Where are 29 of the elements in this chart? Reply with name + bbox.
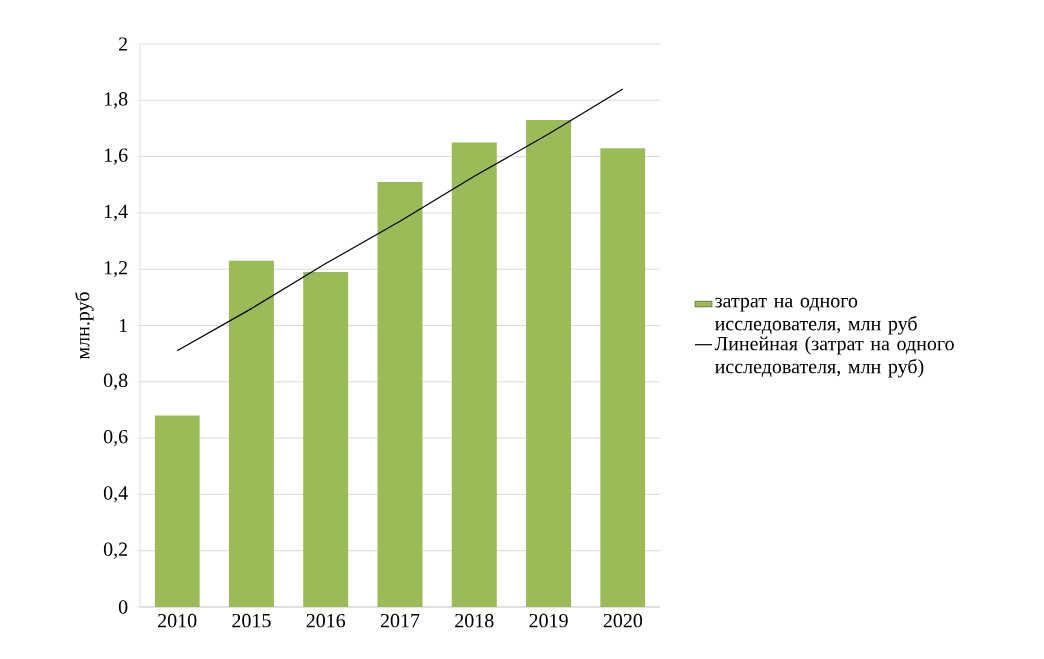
legend-label: затрат на одного исследователя, млн руб [715, 297, 917, 335]
y-tick-label: 0,8 [103, 373, 128, 390]
y-tick-label: 0,4 [103, 486, 128, 503]
y-axis-title: млн.руб [74, 292, 94, 360]
x-tick-label: 2019 [529, 613, 568, 628]
y-tick-label: 0,2 [103, 542, 128, 559]
y-tick-label: 1,8 [104, 92, 128, 109]
x-tick-label: 2015 [232, 613, 271, 628]
y-tick-label: 2 [119, 37, 128, 51]
bar [228, 260, 274, 607]
legend-label: Линейная (затрат на одного исследователя, млн руб) [714, 336, 954, 378]
line-series [176, 88, 624, 352]
y-tick-label: 0,6 [103, 429, 128, 447]
y-tick-label: 1 [119, 318, 127, 333]
y-tick-label: 1,6 [104, 148, 128, 165]
bar [526, 120, 572, 607]
y-tick-label: 0 [118, 600, 128, 614]
y-tick-label: 1,4 [104, 204, 128, 222]
x-tick-label: 2020 [603, 613, 643, 628]
bar [303, 272, 349, 607]
x-tick-label: 2010 [158, 613, 197, 628]
bar [154, 415, 200, 607]
bar [600, 148, 646, 607]
x-tick-label: 2017 [380, 613, 420, 628]
y-tick-label: 1,2 [104, 261, 128, 278]
x-tick-label: 2018 [455, 613, 494, 628]
bar [451, 142, 497, 607]
x-tick-label: 2016 [306, 613, 346, 628]
bar [377, 181, 423, 607]
